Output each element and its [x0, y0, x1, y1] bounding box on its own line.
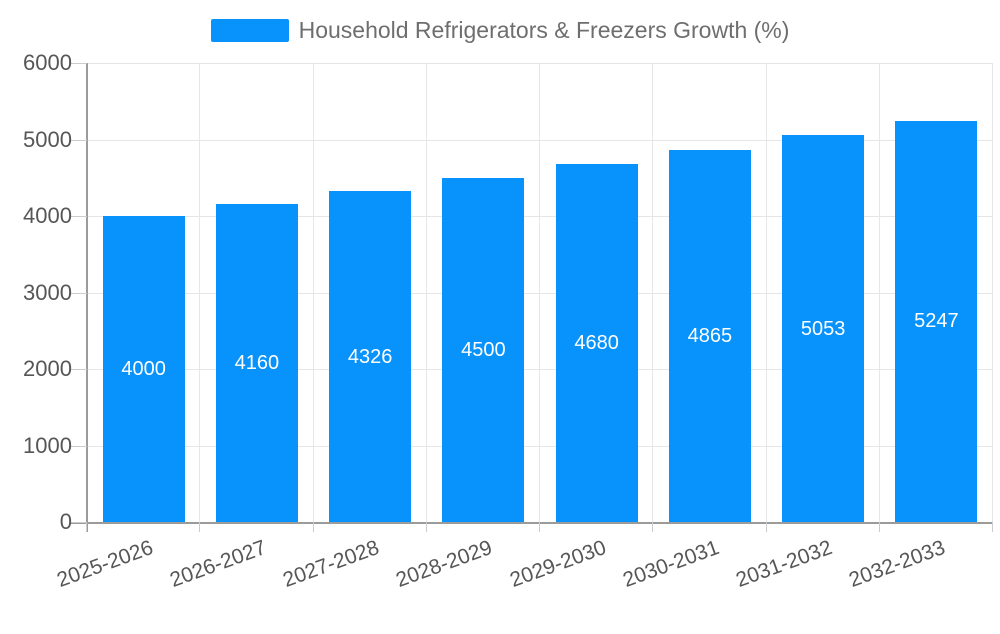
x-axis-tick: [539, 522, 540, 532]
gridline-vertical: [652, 63, 654, 522]
bar-chart: Household Refrigerators & Freezers Growt…: [0, 17, 1000, 592]
legend-label: Household Refrigerators & Freezers Growt…: [298, 17, 790, 43]
gridline-vertical: [765, 63, 767, 522]
x-axis-tick: [425, 522, 427, 532]
x-axis-tick: [652, 522, 654, 532]
y-axis-tick-label: 5000: [23, 126, 72, 152]
y-axis-tick: [70, 369, 87, 370]
x-axis-tick: [312, 522, 314, 532]
bar[interactable]: [215, 203, 298, 522]
gridline-horizontal: [87, 369, 993, 370]
y-axis-tick: [70, 445, 87, 447]
gridline-vertical: [312, 63, 314, 522]
y-axis-tick: [70, 216, 87, 217]
x-axis-tick: [86, 522, 87, 532]
bar[interactable]: [782, 135, 865, 522]
y-axis-tick: [70, 63, 87, 64]
y-axis-tick-label: 0: [59, 509, 72, 534]
bar[interactable]: [895, 120, 978, 522]
x-axis-tick-label: 2032-2033: [846, 535, 949, 592]
y-axis-tick-label: 4000: [23, 203, 72, 228]
gridline-horizontal: [87, 445, 993, 447]
y-axis-tick-label: 3000: [23, 279, 72, 305]
y-axis-tick: [70, 292, 87, 294]
bar[interactable]: [555, 163, 638, 522]
x-axis-tick: [199, 522, 201, 532]
legend[interactable]: Household Refrigerators & Freezers Growt…: [0, 17, 1000, 44]
gridline-horizontal: [87, 139, 993, 141]
bar[interactable]: [442, 177, 525, 522]
y-axis-tick: [70, 522, 87, 523]
gridline-vertical: [539, 63, 540, 522]
bar[interactable]: [329, 191, 412, 522]
bar[interactable]: [668, 149, 751, 522]
x-axis-tick: [992, 522, 993, 532]
x-axis-line: [70, 522, 993, 524]
y-axis-tick: [70, 139, 87, 141]
bar-value-label: 4160: [234, 351, 280, 374]
x-axis-tick: [765, 522, 767, 532]
y-axis-tick-label: 6000: [23, 50, 72, 75]
y-axis-tick-label: 2000: [23, 356, 72, 381]
y-axis-tick-label: 1000: [23, 432, 72, 458]
gridline-horizontal: [87, 292, 993, 294]
gridline-vertical: [878, 63, 880, 522]
plot-area: 4000 4160 4326 4500 4680 4865 5053 5247: [70, 63, 993, 532]
bar[interactable]: [102, 216, 185, 522]
legend-swatch-icon: [210, 19, 289, 42]
bar-value-label: 4865: [687, 324, 733, 347]
gridline-vertical: [992, 63, 993, 522]
gridline-horizontal: [87, 63, 993, 64]
bar-value-label: 4500: [461, 338, 506, 361]
bar-value-label: 5247: [914, 310, 959, 333]
gridline-vertical: [199, 63, 201, 522]
bar-value-label: 4680: [574, 331, 619, 354]
y-axis-line: [86, 63, 88, 532]
bar-value-label: 5053: [800, 317, 846, 340]
gridline-vertical: [425, 63, 427, 522]
bar-value-label: 4000: [121, 358, 166, 380]
gridline-horizontal: [87, 216, 993, 217]
x-axis-tick: [878, 522, 880, 532]
bar-value-label: 4326: [347, 345, 393, 368]
